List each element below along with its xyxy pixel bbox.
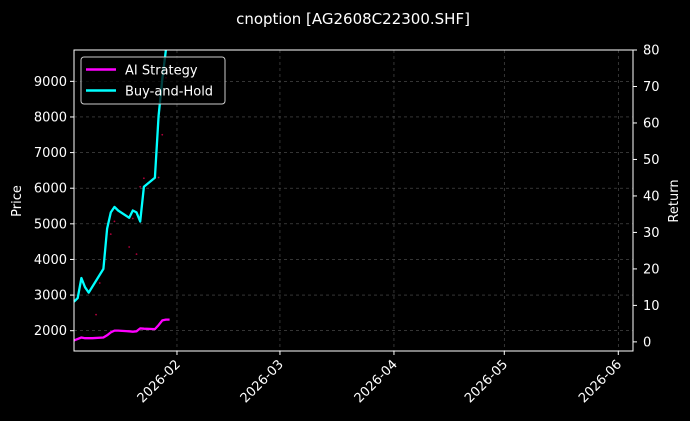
price-dot xyxy=(161,133,164,136)
left-tick-label: 2000 xyxy=(34,324,67,339)
left-tick-label: 5000 xyxy=(34,217,67,232)
left-tick-label: 6000 xyxy=(34,182,67,197)
left-axis-label: Price xyxy=(10,185,25,217)
price-dot xyxy=(139,185,142,188)
left-axis: 2000 3000 4000 5000 6000 7000 8000 9000 xyxy=(34,75,74,339)
right-tick-label: 0 xyxy=(643,335,651,350)
left-tick-label: 4000 xyxy=(34,253,67,268)
x-tick-label: 2026-04 xyxy=(352,357,401,406)
left-tick-label: 9000 xyxy=(34,75,67,90)
price-dot xyxy=(109,233,112,236)
x-tick-label: 2026-02 xyxy=(135,357,184,406)
x-axis: 2026-02 2026-03 2026-04 2026-05 2026-06 xyxy=(135,351,625,406)
chart-title: cnoption [AG2608C22300.SHF] xyxy=(236,10,470,28)
right-axis: 0 10 20 30 40 50 60 70 80 xyxy=(633,44,660,350)
x-tick-label: 2026-03 xyxy=(238,357,287,406)
x-tick-label: 2026-05 xyxy=(462,357,511,406)
right-tick-label: 70 xyxy=(643,80,660,95)
price-dot xyxy=(131,217,134,220)
price-dot xyxy=(128,246,131,248)
series-layer xyxy=(73,49,170,342)
series-line-ai-strategy xyxy=(73,318,170,342)
price-dot xyxy=(157,176,160,179)
right-axis-label: Return xyxy=(667,179,682,222)
price-dot xyxy=(98,282,101,284)
plot-frame xyxy=(73,49,634,352)
right-tick-label: 30 xyxy=(643,226,660,241)
left-tick-label: 3000 xyxy=(34,289,67,304)
left-tick-label: 7000 xyxy=(34,146,67,161)
right-tick-label: 40 xyxy=(643,189,660,204)
right-tick-label: 50 xyxy=(643,153,660,168)
price-dot xyxy=(142,177,145,180)
left-tick-label: 8000 xyxy=(34,110,67,125)
right-tick-label: 20 xyxy=(643,262,660,277)
legend-label-ai-strategy: AI Strategy xyxy=(125,64,198,79)
legend: AI Strategy Buy-and-Hold xyxy=(80,56,226,105)
legend-box xyxy=(80,56,226,105)
series-line-buy-and-hold xyxy=(73,49,168,303)
x-tick-label: 2026-06 xyxy=(576,357,625,406)
right-tick-label: 10 xyxy=(643,299,660,314)
right-tick-label: 80 xyxy=(643,44,660,59)
price-dot xyxy=(95,313,97,316)
price-dot xyxy=(113,220,116,223)
price-dot xyxy=(135,253,138,256)
right-tick-label: 60 xyxy=(643,116,660,131)
legend-label-buy-and-hold: Buy-and-Hold xyxy=(125,85,213,100)
